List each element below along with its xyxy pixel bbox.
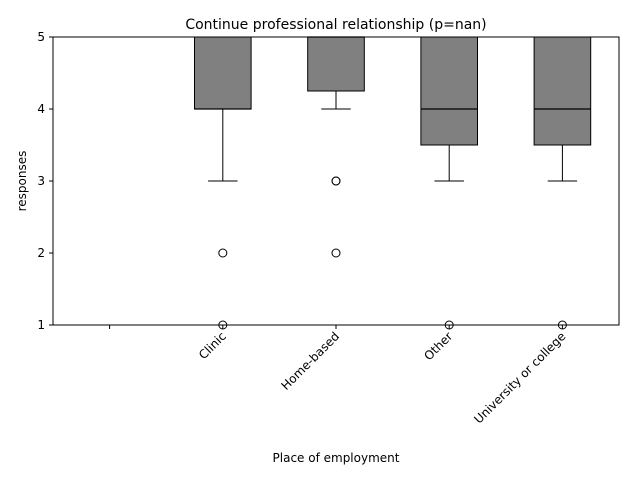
outlier-point bbox=[218, 248, 228, 258]
box bbox=[194, 36, 252, 110]
x-tick-label: Home-based bbox=[278, 329, 342, 393]
y-tick-label: 1 bbox=[37, 318, 45, 332]
x-axis-label: Place of employment bbox=[273, 451, 400, 465]
y-axis-label: responses bbox=[15, 151, 29, 212]
y-tick-label: 5 bbox=[37, 30, 45, 44]
x-tick-label: Other bbox=[421, 329, 455, 363]
box bbox=[420, 36, 478, 146]
box bbox=[533, 36, 592, 146]
x-tick-label: University or college bbox=[471, 329, 568, 426]
box bbox=[307, 36, 365, 92]
outlier-point bbox=[331, 176, 341, 186]
y-tick-label: 4 bbox=[37, 102, 45, 116]
plot-area: 1 2 3 4 5 Clinic Home-based Other University or … bbox=[37, 30, 620, 426]
y-tick-label: 2 bbox=[37, 246, 45, 260]
y-tick-label: 3 bbox=[37, 174, 45, 188]
chart-title: Continue professional relationship (p=na… bbox=[185, 17, 486, 33]
x-tick-label: Clinic bbox=[196, 329, 229, 362]
outlier-point bbox=[331, 248, 341, 258]
